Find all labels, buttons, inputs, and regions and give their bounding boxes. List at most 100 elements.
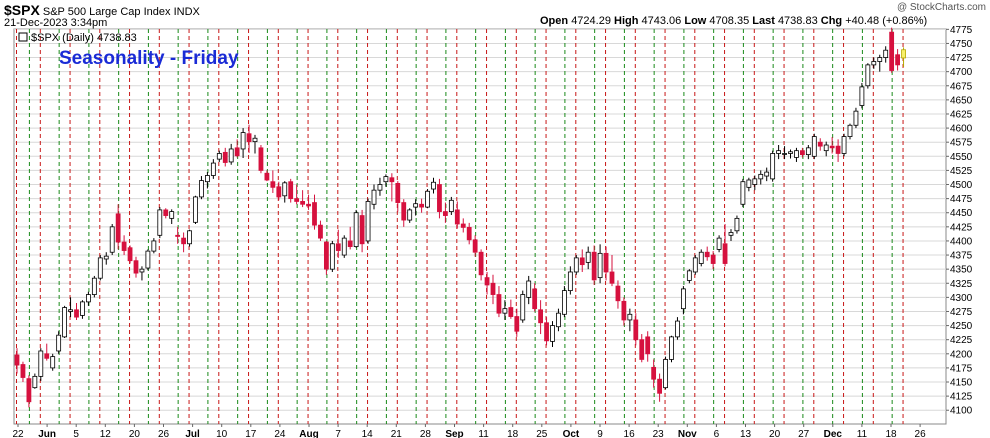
candle-body	[270, 181, 276, 188]
x-tick-label: 26	[915, 429, 927, 438]
candle-body	[62, 307, 67, 338]
candle-body	[395, 182, 401, 203]
candle-body	[341, 237, 347, 256]
symbol-label: $SPX	[4, 2, 40, 18]
x-tick-label: 20	[129, 429, 141, 438]
y-tick-label: 4250	[950, 321, 973, 332]
candle-body	[454, 209, 460, 225]
last-value: 4738.83	[777, 15, 818, 27]
candle-body	[621, 300, 627, 321]
candle-body	[359, 215, 365, 245]
candle-body	[306, 203, 311, 207]
x-tick-label: 25	[536, 429, 548, 438]
y-tick-label: 4650	[950, 95, 973, 106]
x-tick-label: Sep	[445, 429, 463, 438]
candle-body	[169, 211, 175, 219]
y-tick-label: 4725	[950, 53, 973, 64]
x-tick-label: 7	[335, 429, 341, 438]
candle-body	[794, 150, 799, 158]
x-tick-label: Aug	[299, 429, 318, 438]
candle-body	[603, 252, 609, 273]
candle-body	[811, 136, 817, 157]
candle-body	[377, 184, 383, 191]
candle-body	[437, 184, 442, 212]
candle-body	[704, 251, 710, 258]
exchange-label: INDX	[173, 6, 200, 18]
candle-body	[681, 288, 686, 310]
candle-body	[163, 209, 169, 216]
y-axis: 4100 4125 4150 4175 4200 4225 4250 4275 4300 4325…	[946, 25, 973, 417]
y-tick-label: 4275	[950, 307, 973, 318]
x-tick-label: 17	[245, 429, 257, 438]
y-tick-label: 4450	[950, 208, 973, 219]
candle-body	[734, 217, 740, 232]
candle-body	[675, 320, 680, 338]
candle-body	[722, 243, 728, 264]
candles	[14, 27, 906, 408]
candle-body	[567, 271, 573, 292]
y-tick-label: 4325	[950, 279, 973, 290]
candle-body	[645, 336, 651, 355]
x-tick-label: 10	[216, 429, 228, 438]
candle-body	[865, 64, 871, 87]
candle-body	[91, 277, 97, 295]
y-tick-label: 4175	[950, 363, 973, 374]
candle-body	[329, 243, 335, 270]
candle-body	[199, 180, 204, 198]
x-tick-label: 24	[274, 429, 286, 438]
candle-body	[86, 294, 91, 303]
candle-body	[246, 133, 252, 143]
candle-body	[484, 277, 490, 286]
candle-body	[710, 254, 716, 264]
chg-value: +40.48 (+0.86%)	[845, 15, 928, 27]
candle-body	[556, 312, 561, 328]
candle-body	[133, 260, 139, 274]
candle-body	[823, 144, 829, 152]
candle-body	[56, 334, 62, 352]
candle-body	[859, 86, 865, 106]
candle-body	[20, 364, 26, 378]
candle-body	[216, 153, 222, 160]
candle-body	[50, 356, 56, 369]
candle-body	[431, 181, 436, 190]
y-tick-label: 4350	[950, 265, 973, 276]
candle-body	[544, 322, 549, 342]
candle-body	[728, 232, 734, 236]
y-tick-label: 4125	[950, 392, 973, 403]
candle-body	[686, 270, 692, 281]
candle-body	[258, 147, 264, 171]
x-tick-label: Jun	[38, 429, 56, 438]
brand-label: @ StockCharts.com	[896, 2, 986, 13]
candle-body	[323, 241, 329, 270]
candle-body	[692, 257, 698, 273]
candle-body	[538, 309, 543, 324]
y-tick-label: 4750	[950, 39, 973, 50]
candle-body	[365, 201, 371, 242]
y-tick-label: 4775	[950, 25, 973, 36]
y-tick-label: 4700	[950, 67, 973, 78]
candle-body	[805, 147, 811, 156]
candle-body	[407, 209, 413, 221]
candle-body	[871, 61, 877, 66]
candle-body	[389, 177, 395, 183]
candle-body	[282, 182, 288, 197]
candle-body	[472, 239, 478, 253]
open-label: Open	[540, 15, 569, 27]
legend-text: $SPX (Daily) 4738.83	[31, 32, 137, 44]
candle-body	[496, 294, 502, 314]
candle-body	[181, 237, 187, 245]
x-tick-label: Jul	[185, 429, 200, 438]
candle-body	[210, 162, 216, 176]
candle-body	[157, 209, 163, 236]
candle-body	[663, 359, 668, 389]
candle-body	[383, 176, 389, 183]
x-tick-label: 11	[857, 429, 868, 438]
y-tick-label: 4425	[950, 222, 973, 233]
candle-body	[740, 181, 746, 205]
x-tick-label: 23	[653, 429, 665, 438]
candle-body	[44, 353, 50, 359]
candle-body	[478, 251, 484, 276]
y-tick-label: 4400	[950, 236, 973, 247]
x-tick-label: 14	[362, 429, 374, 438]
